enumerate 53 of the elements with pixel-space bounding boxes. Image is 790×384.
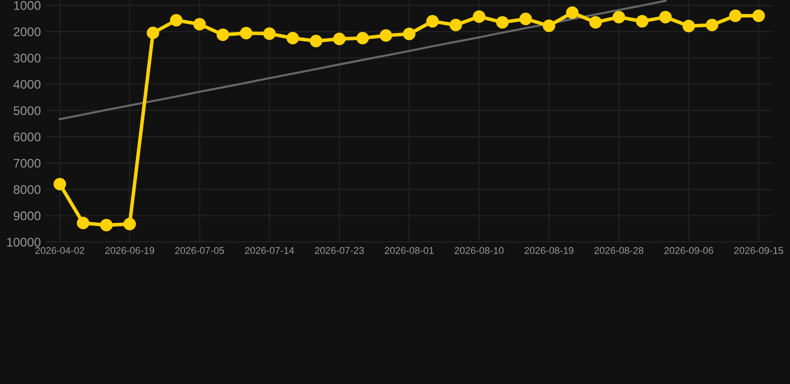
point [659,10,672,24]
x-tick-label: 2026-07-14 [245,247,294,254]
point [286,32,299,44]
point [682,20,696,32]
x-tick-label: 2026-08-10 [454,247,504,254]
y-tick-label: 7000 [14,158,40,168]
point [100,218,113,232]
point [402,28,416,40]
x-tick-label: 2026-07-05 [175,247,224,254]
x-tick-label: 2026-09-06 [664,247,714,254]
y-tick-label: 8000 [14,185,40,194]
point [240,26,252,40]
point [356,32,369,44]
y-tick-label: 3000 [14,54,40,63]
y-tick-label: 2000 [14,27,40,36]
y-tick-label: 6000 [14,132,40,142]
point [263,27,276,40]
point [612,10,626,24]
point [752,10,765,22]
point [589,16,602,29]
point [472,10,486,23]
y-tick-label: 5000 [14,106,40,116]
point [450,18,462,32]
point [496,16,509,29]
point [519,12,532,26]
x-tick-label: 2026-04-02 [35,247,84,254]
point [729,10,742,22]
point [170,14,183,26]
point [54,178,66,190]
y-tick-label: 4000 [13,80,40,89]
point [310,34,322,48]
x-tick-label: 2026-08-28 [594,247,644,254]
point [636,15,648,28]
point [706,18,718,32]
point [566,6,579,19]
x-tick-label: 2026-06-19 [105,247,154,254]
y-tick-label: 9000 [14,211,40,220]
point [146,26,160,40]
point [426,15,439,28]
y-tick-label: 1000 [14,1,40,10]
x-tick-label: 2026-07-23 [314,247,364,254]
point [542,20,556,32]
point [333,32,346,46]
x-tick-label: 2026-09-15 [734,247,784,254]
y-tick-label: 10000 [7,238,40,247]
line-series [58,0,667,120]
point [76,216,90,230]
x-tick-label: 2026-08-19 [524,247,574,254]
point [193,18,206,30]
point [216,28,230,41]
point [123,218,136,230]
point [380,29,392,42]
x-tick-label: 2026-08-01 [384,247,434,254]
